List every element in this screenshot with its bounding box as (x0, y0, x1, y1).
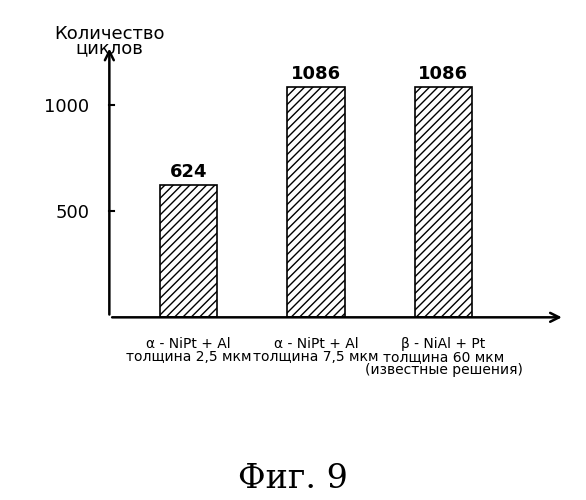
Text: (известные решения): (известные решения) (364, 363, 522, 377)
Bar (287, 87, 345, 318)
Text: 1086: 1086 (418, 64, 469, 82)
Text: толщина 7,5 мкм: толщина 7,5 мкм (253, 350, 379, 364)
Text: толщина 2,5 мкм: толщина 2,5 мкм (125, 350, 251, 364)
Bar (160, 185, 217, 318)
Text: Количество: Количество (54, 24, 165, 42)
Bar (415, 87, 472, 318)
Text: 1086: 1086 (291, 64, 341, 82)
Text: толщина 60 мкм: толщина 60 мкм (383, 350, 504, 364)
Text: α - NiPt + Al: α - NiPt + Al (146, 338, 231, 351)
Text: α - NiPt + Al: α - NiPt + Al (274, 338, 358, 351)
Text: циклов: циклов (76, 40, 144, 58)
Text: β - NiAl + Pt: β - NiAl + Pt (401, 338, 486, 351)
Text: 624: 624 (170, 162, 207, 180)
Text: Фиг. 9: Фиг. 9 (238, 463, 348, 495)
